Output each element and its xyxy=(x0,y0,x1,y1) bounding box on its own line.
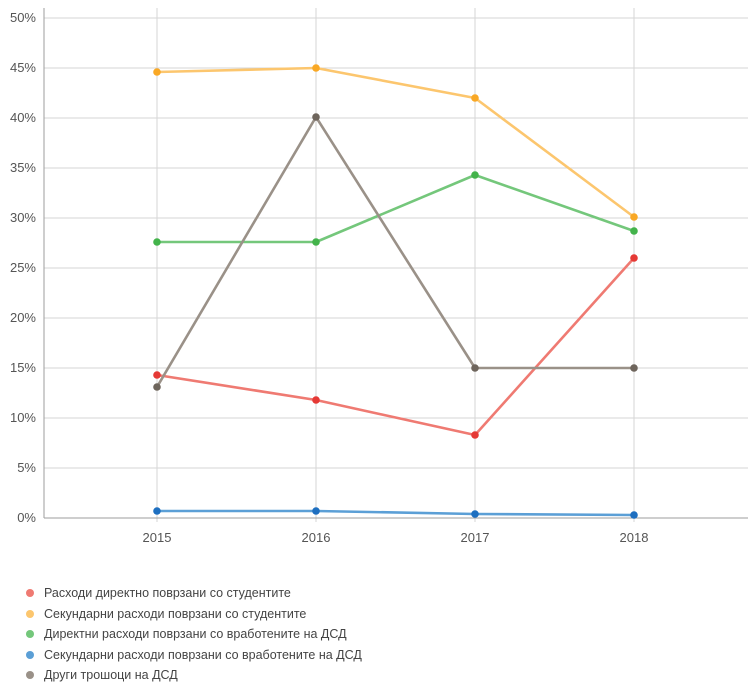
y-axis-ticks: 0% 5% 10% 15% 20% 25% 30% 35% 40% 45% 50% xyxy=(10,10,36,525)
legend-marker xyxy=(26,630,34,639)
grid xyxy=(44,8,748,522)
legend-label: Расходи директно поврзани со студентите xyxy=(44,586,291,601)
y-tick-label: 40% xyxy=(10,110,36,125)
y-tick-label: 50% xyxy=(10,10,36,25)
x-tick-label: 2018 xyxy=(620,530,649,545)
data-point[interactable] xyxy=(630,227,638,235)
y-tick-label: 45% xyxy=(10,60,36,75)
data-point[interactable] xyxy=(153,68,161,76)
data-point[interactable] xyxy=(312,396,320,404)
legend-marker xyxy=(26,671,34,680)
data-point[interactable] xyxy=(153,238,161,246)
data-point[interactable] xyxy=(153,507,161,515)
data-point[interactable] xyxy=(312,507,320,515)
data-point[interactable] xyxy=(312,64,320,72)
data-point[interactable] xyxy=(471,431,479,439)
series-line xyxy=(155,115,636,389)
legend-marker xyxy=(26,589,34,598)
legend-label: Секундарни расходи поврзани со студентит… xyxy=(44,606,307,621)
y-tick-label: 20% xyxy=(10,310,36,325)
line-chart: 0% 5% 10% 15% 20% 25% 30% 35% 40% 45% 50% 2015 2016… xyxy=(10,8,748,545)
series-line xyxy=(155,173,636,244)
series-points xyxy=(153,64,638,519)
data-point[interactable] xyxy=(471,94,479,102)
legend-item[interactable]: Расходи директно поврзани со студентите xyxy=(26,583,362,604)
series-line xyxy=(155,509,636,517)
y-tick-label: 30% xyxy=(10,210,36,225)
series-line xyxy=(155,256,636,437)
data-point[interactable] xyxy=(471,510,479,518)
data-point[interactable] xyxy=(153,383,161,391)
y-tick-label: 15% xyxy=(10,360,36,375)
y-tick-label: 5% xyxy=(17,460,36,475)
legend-label: Секундарни расходи поврзани со вработени… xyxy=(44,647,362,662)
x-axis-ticks: 2015 2016 2017 2018 xyxy=(143,530,649,545)
series-line xyxy=(155,66,636,219)
y-tick-label: 35% xyxy=(10,160,36,175)
legend-item[interactable]: Други трошоци на ДСД xyxy=(26,665,362,686)
legend-label: Директни расходи поврзани со вработените… xyxy=(44,627,347,642)
data-point[interactable] xyxy=(630,213,638,221)
legend-item[interactable]: Секундарни расходи поврзани со вработени… xyxy=(26,645,362,666)
legend: Расходи директно поврзани со студентите С… xyxy=(26,583,362,686)
legend-marker xyxy=(26,609,34,618)
y-tick-label: 25% xyxy=(10,260,36,275)
axes xyxy=(43,8,748,519)
y-tick-label: 0% xyxy=(17,510,36,525)
x-tick-label: 2017 xyxy=(461,530,490,545)
data-point[interactable] xyxy=(471,364,479,372)
legend-marker xyxy=(26,650,34,659)
series-lines xyxy=(155,66,636,517)
data-point[interactable] xyxy=(312,113,320,121)
data-point[interactable] xyxy=(630,364,638,372)
y-tick-label: 10% xyxy=(10,410,36,425)
data-point[interactable] xyxy=(471,171,479,179)
legend-item[interactable]: Директни расходи поврзани со вработените… xyxy=(26,624,362,645)
legend-item[interactable]: Секундарни расходи поврзани со студентит… xyxy=(26,604,362,625)
data-point[interactable] xyxy=(630,254,638,262)
x-tick-label: 2015 xyxy=(143,530,172,545)
data-point[interactable] xyxy=(153,371,161,379)
data-point[interactable] xyxy=(630,511,638,519)
legend-label: Други трошоци на ДСД xyxy=(44,668,178,683)
data-point[interactable] xyxy=(312,238,320,246)
x-tick-label: 2016 xyxy=(302,530,331,545)
